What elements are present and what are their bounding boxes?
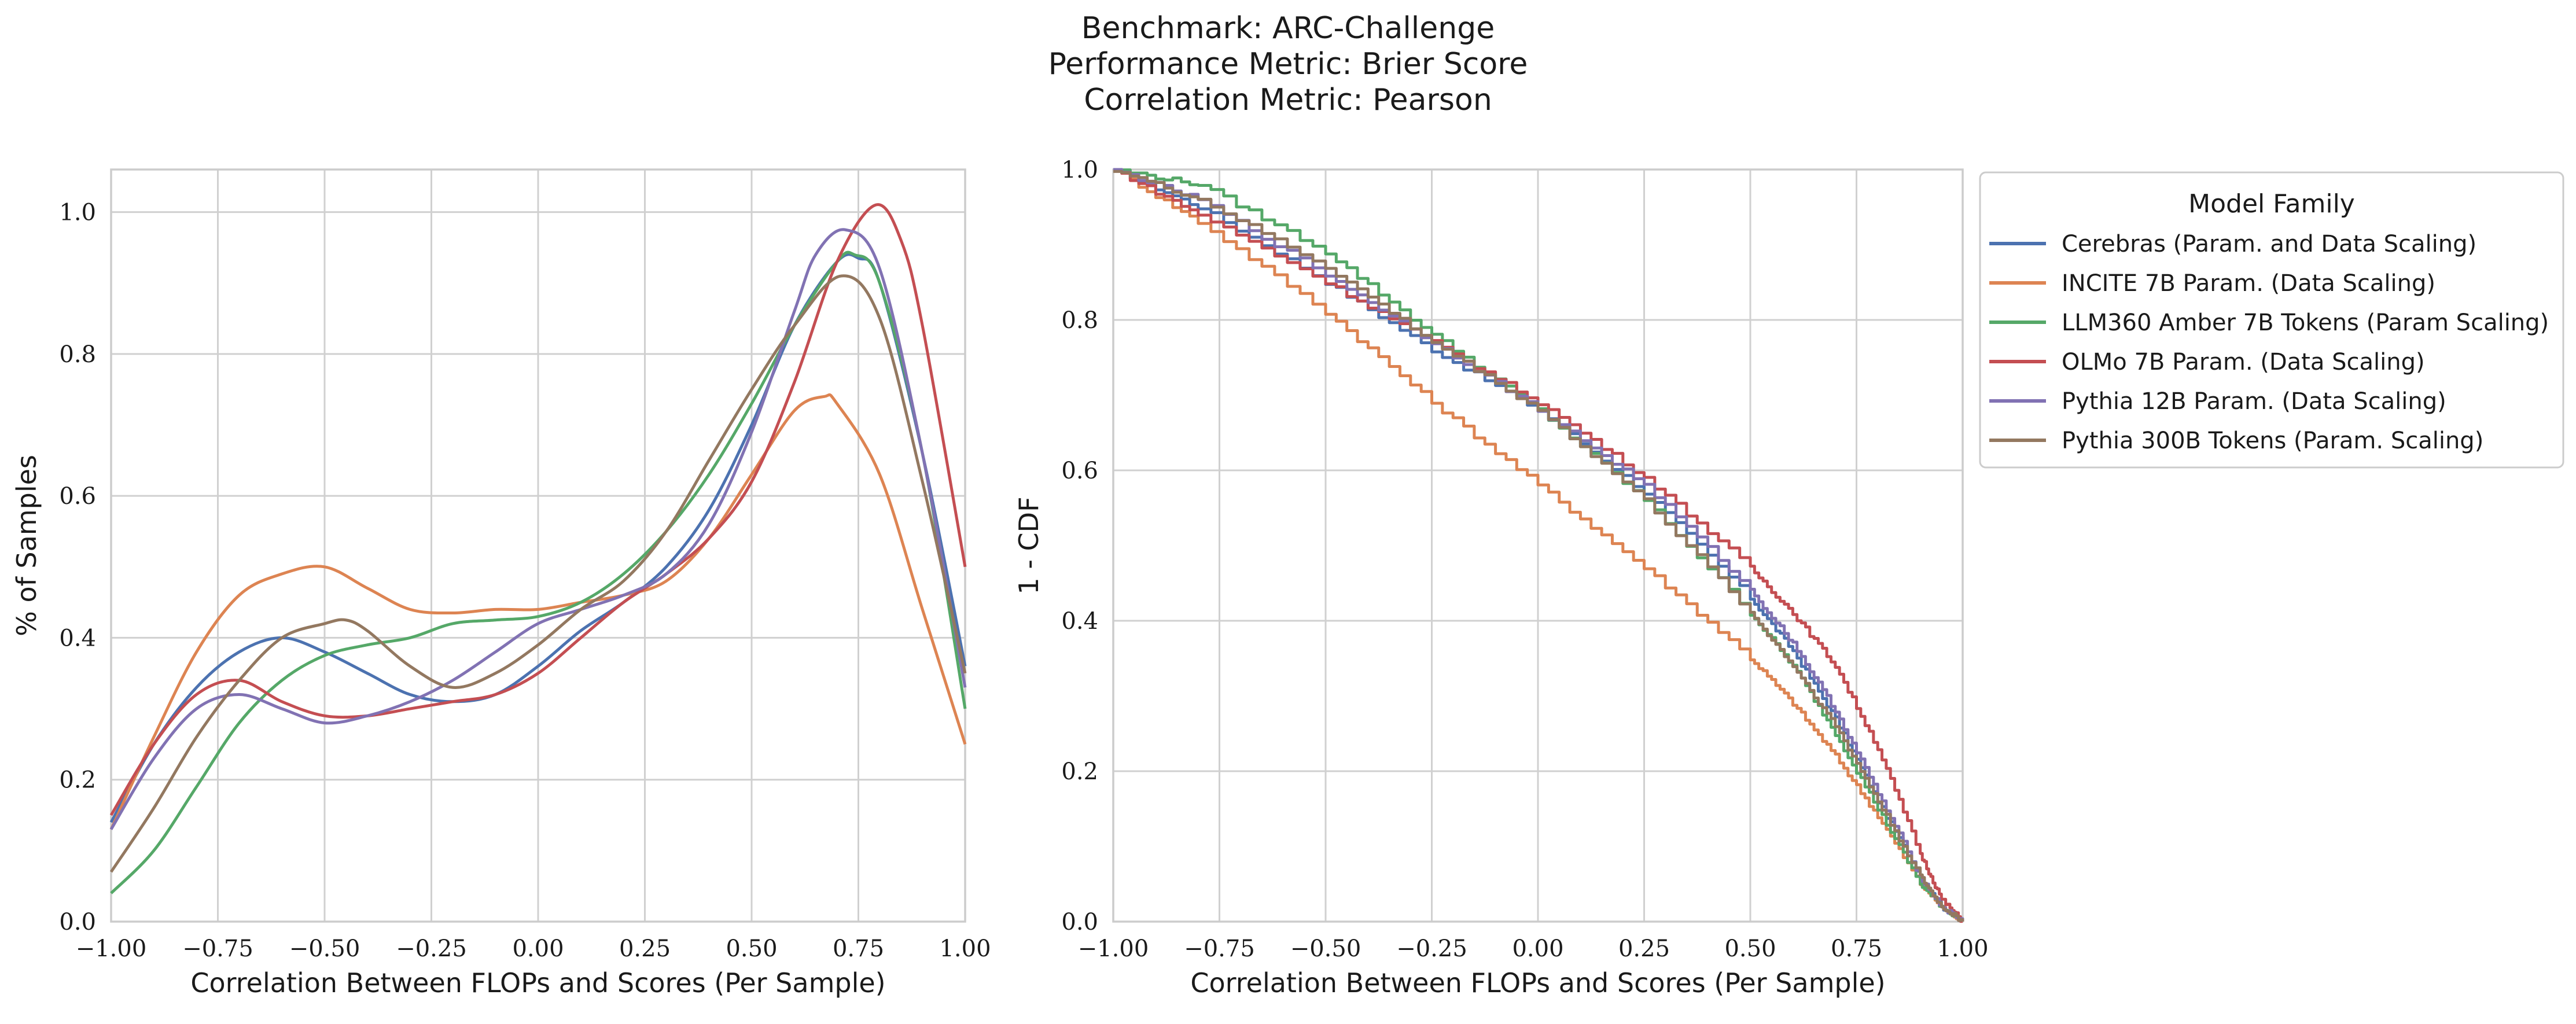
cdf-y-tick-label: 0.4 [1061,608,1098,635]
cdf-x-tick-label: 1.00 [1937,935,1988,962]
cdf-x-tick-label: 0.25 [1618,935,1670,962]
cdf-x-axis-label: Correlation Between FLOPs and Scores (Pe… [1190,967,1885,999]
density-x-tick-label: −1.00 [76,935,147,962]
legend-entries: Cerebras (Param. and Data Scaling) INCITE… [1989,231,2549,454]
density-series-line [110,251,967,894]
cdf-x-tick-label: −0.25 [1396,935,1467,962]
cdf-axes-frame [1112,168,1964,923]
figure-title-line-1: Benchmark: ARC-Challenge [1081,11,1495,46]
density-y-tick-label: 0.4 [59,625,96,651]
density-x-tick-label: 0.50 [726,935,777,962]
cdf-y-tick-label: 0.0 [1061,909,1098,935]
legend-title: Model Family [2188,189,2355,219]
density-x-tick-label: 0.25 [619,935,671,962]
density-y-tick-label: 1.0 [59,200,96,226]
legend-entry-label: Pythia 12B Param. (Data Scaling) [2062,388,2446,415]
cdf-x-tick-label: 0.00 [1512,935,1563,962]
cdf-x-tick-label: 0.50 [1724,935,1776,962]
legend-entry-label: LLM360 Amber 7B Tokens (Param Scaling) [2062,310,2549,336]
figure-title-line-2: Performance Metric: Brier Score [1048,47,1528,82]
density-x-tick-label: −0.75 [182,935,253,962]
legend-entry-label: OLMo 7B Param. (Data Scaling) [2062,349,2425,375]
cdf-series-line [1113,168,1964,923]
density-series-line [109,228,967,830]
density-x-tick-label: 1.00 [939,935,991,962]
cdf-x-tick-label: −0.50 [1290,935,1361,962]
cdf-series-line [1113,170,1964,922]
figure-title-line-3: Correlation Metric: Pearson [1084,83,1492,117]
density-y-tick-label: 0.0 [59,909,96,935]
legend: Model Family Cerebras (Param. and Data S… [1979,171,2564,469]
density-x-tick-label: −0.25 [396,935,467,962]
legend-frame [1979,171,2564,469]
density-series-line [109,203,967,816]
cdf-x-tick-label: −1.00 [1078,935,1149,962]
cdf-y-axis-label: 1 - CDF [1013,496,1044,594]
cdf-x-tick-label: 0.75 [1831,935,1882,962]
cdf-y-tick-label: 0.2 [1061,758,1098,785]
density-x-tick-label: 0.75 [833,935,884,962]
legend-entry-label: Cerebras (Param. and Data Scaling) [2062,231,2476,257]
chart-survival-cdf: −1.00 −0.75 −0.50 −0.25 0.00 0.25 0.50 0.75 1.00… [1013,157,1989,999]
density-series-line [109,274,967,873]
legend-entry-label: Pythia 300B Tokens (Param. Scaling) [2062,428,2483,454]
cdf-y-tick-label: 1.0 [1061,157,1098,183]
density-y-tick-label: 0.6 [59,483,96,510]
density-y-tick-label: 0.8 [59,341,96,368]
density-x-tick-label: −0.50 [289,935,360,962]
chart-density: −1.00 −0.75 −0.50 −0.25 0.00 0.25 0.50 0.75 1.00… [11,168,991,999]
cdf-series-line [1113,168,1964,923]
cdf-x-tick-label: −0.75 [1184,935,1255,962]
density-x-axis-label: Correlation Between FLOPs and Scores (Pe… [190,967,885,999]
density-y-tick-label: 0.2 [59,767,96,794]
density-x-tick-label: 0.00 [512,935,564,962]
density-axes-frame [110,168,966,923]
cdf-y-tick-label: 0.8 [1061,307,1098,334]
density-y-axis-label: % of Samples [11,455,42,636]
legend-entry-label: INCITE 7B Param. (Data Scaling) [2062,270,2435,297]
cdf-y-tick-label: 0.6 [1061,458,1098,484]
